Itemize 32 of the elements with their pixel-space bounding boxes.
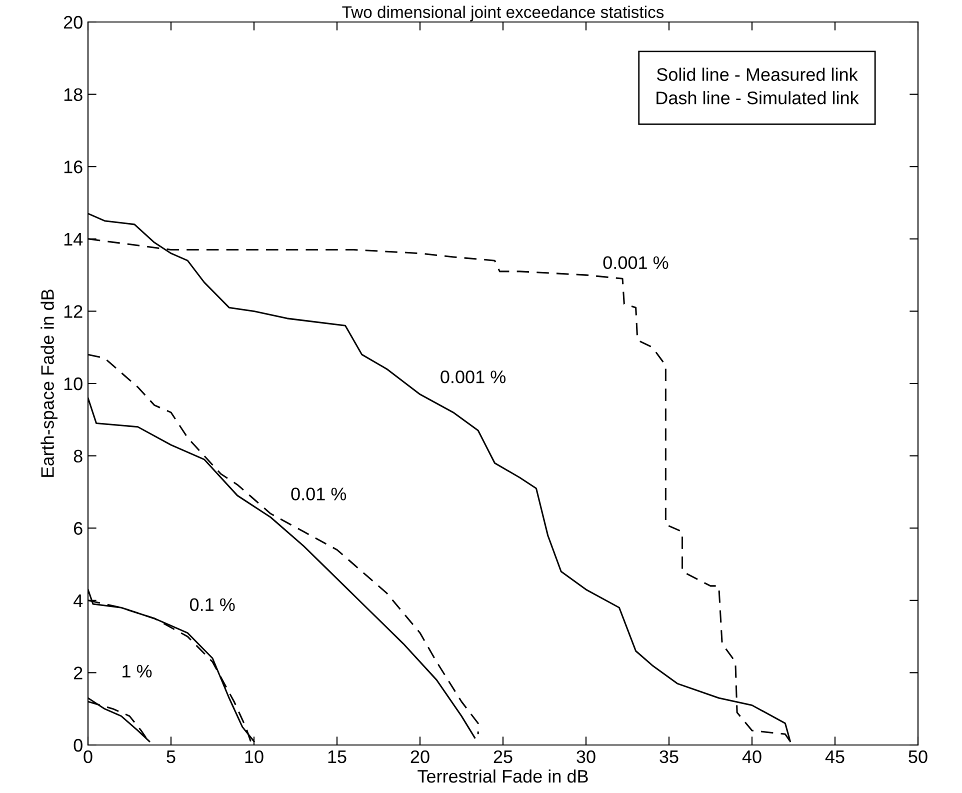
chart-title: Two dimensional joint exceedance statistics	[342, 6, 664, 22]
x-tick-label: 15	[328, 750, 346, 764]
annotation: 1 %	[122, 664, 152, 678]
x-tick-label: 30	[576, 750, 596, 764]
y-tick-label: 6	[74, 522, 82, 535]
y-tick-label: 16	[64, 160, 82, 174]
x-tick-label: 5	[166, 750, 176, 764]
annotation: 0.001 %	[440, 370, 506, 384]
annotation: Solid line - Measured link	[656, 68, 858, 81]
x-tick-label: 35	[660, 750, 678, 764]
x-tick-label: 25	[494, 750, 512, 764]
x-tick-label: 0	[84, 750, 92, 764]
y-tick-label: 0	[74, 738, 82, 752]
y-tick-label: 10	[64, 377, 82, 390]
annotation: 0.01 %	[291, 488, 346, 500]
x-tick-label: 10	[245, 750, 264, 764]
x-tick-label: 40	[742, 750, 762, 764]
y-tick-label: 8	[74, 450, 82, 463]
annotation: Dash line - Simulated link	[656, 91, 859, 104]
x-tick-label: 50	[908, 750, 928, 764]
y-tick-label: 18	[64, 88, 82, 102]
x-tick-label: 45	[825, 750, 844, 764]
y-tick-label: 20	[64, 16, 82, 29]
y-tick-label: 14	[64, 233, 83, 246]
y-tick-label: 4	[74, 594, 83, 607]
y-axis-title: Earth-space Fade in dB	[40, 290, 58, 477]
x-tick-label: 20	[410, 750, 430, 764]
annotation: 0.1 %	[190, 598, 235, 612]
y-tick-label: 2	[74, 666, 82, 680]
annotation: 0.001 %	[603, 256, 668, 270]
y-tick-label: 12	[64, 305, 82, 318]
x-axis-title: Terrestrial Fade in dB	[418, 769, 588, 783]
